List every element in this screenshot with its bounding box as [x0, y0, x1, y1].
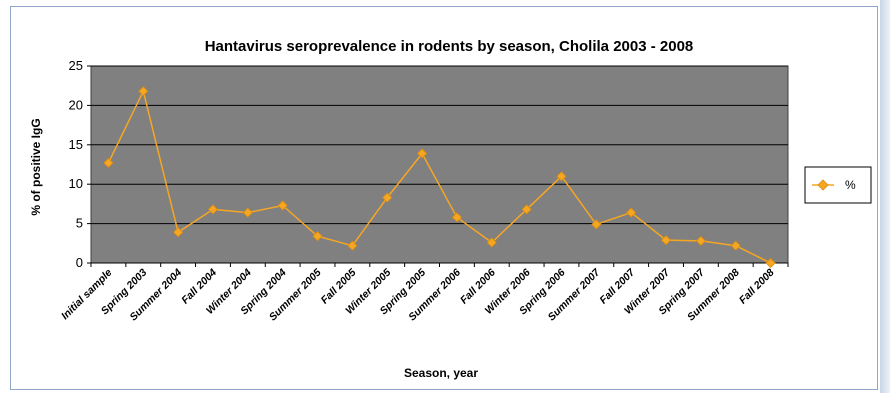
legend-label: % [845, 178, 856, 192]
data-point [382, 192, 393, 203]
y-axis-label: % of positive IgG [29, 118, 43, 215]
data-point [486, 237, 497, 248]
data-point [660, 235, 672, 246]
data-point [730, 240, 741, 251]
chart-title: Hantavirus seroprevalence in rodents by … [205, 38, 694, 55]
data-point [765, 257, 776, 269]
legend: % [804, 166, 872, 204]
x-tick-label: Fall 2008 [737, 267, 777, 307]
data-point [626, 207, 637, 218]
y-tick-label: 10 [69, 176, 83, 191]
y-tick-label: 15 [69, 137, 83, 152]
data-point [173, 227, 184, 238]
data-point [277, 200, 288, 211]
data-point [451, 212, 462, 223]
window-edge [880, 0, 890, 393]
y-tick-label: 5 [76, 216, 83, 231]
data-point [103, 157, 114, 168]
y-tick-label: 25 [69, 58, 83, 73]
series-line [107, 89, 771, 264]
y-tick-label: 0 [76, 255, 83, 270]
plot-background [90, 65, 789, 264]
data-point [521, 204, 532, 215]
data-point [207, 204, 219, 215]
data-point [312, 231, 323, 242]
y-tick-label: 20 [69, 97, 83, 112]
data-point [695, 235, 706, 247]
legend-marker [817, 179, 829, 191]
data-point [347, 240, 358, 251]
data-point [242, 207, 253, 218]
chart-frame: Hantavirus seroprevalence in rodents by … [10, 6, 878, 390]
data-point [417, 148, 428, 159]
x-axis-label: Season, year [404, 366, 478, 380]
chart-svg: Hantavirus seroprevalence in rodents by … [29, 38, 872, 380]
data-point [556, 171, 567, 182]
data-point [138, 86, 149, 97]
data-point [591, 219, 602, 230]
